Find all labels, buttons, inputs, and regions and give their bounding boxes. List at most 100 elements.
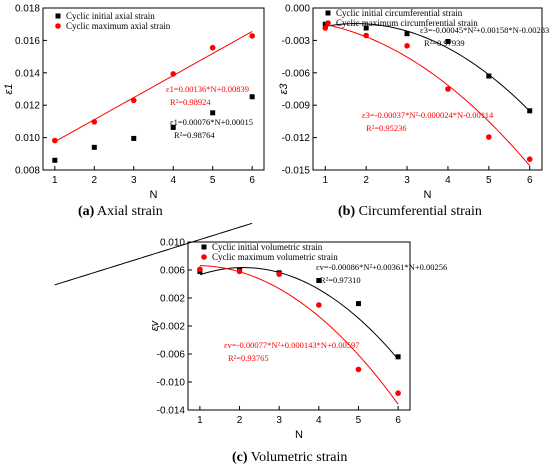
- fit-r-squared: R²=0.97939: [424, 38, 465, 48]
- x-tick-label: 3: [131, 175, 137, 186]
- legend-marker-square: [55, 13, 61, 19]
- y-axis-label: ε3: [278, 83, 290, 95]
- fit-curve-initial: [54, 222, 253, 286]
- x-tick-label: 3: [404, 175, 410, 186]
- caption-text: Circumferential strain: [355, 204, 482, 219]
- legend-marker-circle: [325, 20, 331, 26]
- chart-panel-0: 1 2 3 4 5 6 0.008 0.010 0.012 0.014 0.016 0.018 Nε1 C…: [3, 4, 265, 286]
- legend-label: Cyclic initial axial strain: [66, 11, 155, 21]
- y-axis-label: ε1: [3, 84, 15, 95]
- y-tick-label: 0.018: [15, 4, 40, 15]
- data-point-maximum: [363, 32, 369, 39]
- data-point-maximum: [130, 97, 137, 104]
- y-tick-label: 0.012: [15, 101, 40, 112]
- data-point-initial: [210, 110, 216, 116]
- legend-label: Cyclic maximum axial strain: [66, 21, 171, 31]
- legend-marker-square: [325, 10, 331, 16]
- data-point-maximum: [249, 33, 255, 39]
- data-point-maximum: [209, 44, 216, 51]
- x-tick-label: 4: [316, 415, 322, 426]
- data-point-initial: [363, 25, 369, 31]
- fit-curve-maximum: [199, 265, 399, 405]
- data-point-maximum: [445, 86, 451, 92]
- y-tick-label: 0.010: [160, 238, 185, 249]
- fit-equation: ε3=-0.00037*N²-0.000024*N-0.00114: [362, 110, 494, 120]
- x-axis-label: N: [295, 429, 303, 441]
- y-tick-label: 0.016: [15, 36, 40, 47]
- x-tick-label: 6: [395, 415, 401, 426]
- legend-label: Cyclic maximum volumetric strain: [212, 252, 338, 262]
- x-tick-label: 6: [527, 175, 533, 186]
- y-tick-label: 0.002: [160, 294, 185, 305]
- caption-letter: (b): [338, 204, 355, 219]
- y-axis-label: εv: [149, 319, 161, 331]
- data-point-maximum: [197, 266, 203, 273]
- data-point-initial: [249, 94, 255, 100]
- data-point-initial: [355, 301, 361, 307]
- data-point-initial: [91, 144, 97, 150]
- x-axis-label: N: [424, 189, 432, 201]
- data-point-maximum: [316, 302, 322, 308]
- x-axis-label: N: [150, 189, 158, 201]
- legend-label: Cyclic maximum circumferential strain: [336, 18, 478, 28]
- x-tick-label: 2: [237, 415, 243, 426]
- y-tick-label: -0.015: [282, 166, 311, 177]
- y-tick-label: -0.012: [282, 133, 311, 144]
- data-point-maximum: [170, 71, 177, 77]
- x-tick-label: 2: [92, 175, 98, 186]
- data-point-initial: [395, 354, 401, 360]
- y-tick-label: -0.006: [157, 350, 186, 361]
- caption-text: Volumetric strain: [248, 450, 348, 465]
- plot-frame: [42, 7, 265, 171]
- x-tick-label: 1: [197, 415, 203, 426]
- fit-r-squared: R²=0.95236: [366, 123, 407, 133]
- y-tick-label: -0.014: [157, 406, 186, 417]
- x-tick-label: 1: [52, 175, 58, 186]
- data-point-initial: [52, 157, 58, 163]
- x-tick-label: 2: [363, 175, 369, 186]
- caption-letter: (c): [232, 450, 248, 465]
- x-tick-label: 5: [486, 175, 492, 186]
- plot-frame: [312, 7, 543, 171]
- x-tick-label: 3: [276, 415, 282, 426]
- data-point-initial: [486, 73, 492, 79]
- x-tick-label: 6: [249, 175, 255, 186]
- data-point-maximum: [322, 25, 329, 31]
- data-point-maximum: [52, 137, 58, 144]
- data-point-maximum: [236, 268, 243, 275]
- x-tick-label: 5: [356, 415, 362, 426]
- data-point-maximum: [486, 134, 492, 140]
- figure-caption: (b) Circumferential strain: [338, 204, 482, 219]
- y-tick-label: -0.009: [282, 101, 311, 112]
- fit-curve-initial: [199, 267, 399, 360]
- x-tick-label: 5: [210, 175, 216, 186]
- data-point-maximum: [91, 119, 98, 125]
- legend-label: Cyclic initial circumferential strain: [336, 8, 463, 18]
- data-point-maximum: [276, 271, 282, 278]
- legend-label: Cyclic initial volumetric strain: [212, 242, 323, 252]
- legend-marker-circle: [201, 254, 207, 260]
- data-point-maximum: [395, 390, 401, 397]
- x-tick-label: 4: [170, 175, 176, 186]
- y-tick-label: 0.014: [15, 68, 40, 79]
- x-tick-label: 1: [322, 175, 328, 186]
- legend-marker-circle: [55, 23, 61, 29]
- y-tick-label: 0.006: [160, 266, 185, 277]
- fit-curve-maximum: [54, 31, 253, 143]
- fit-r-squared: R²=0.98924: [170, 97, 211, 107]
- data-point-maximum: [355, 366, 362, 373]
- fit-curve-maximum: [325, 24, 531, 167]
- fit-equation: ε1=0.00136*N+0.00839: [166, 84, 249, 94]
- caption-letter: (a): [78, 204, 95, 219]
- data-point-maximum: [526, 156, 533, 162]
- data-point-maximum: [404, 43, 410, 49]
- legend-marker-square: [201, 244, 207, 250]
- y-tick-label: -0.002: [157, 322, 186, 333]
- y-tick-label: 0.000: [285, 4, 310, 15]
- fit-curve-initial: [325, 23, 531, 112]
- y-tick-label: -0.003: [282, 36, 311, 47]
- data-point-initial: [404, 31, 410, 37]
- data-point-initial: [170, 124, 176, 130]
- chart-panel-2: 1 2 3 4 5 6 0.010 0.006 0.002 -0.002 -0.006 -0.010 -…: [149, 238, 447, 466]
